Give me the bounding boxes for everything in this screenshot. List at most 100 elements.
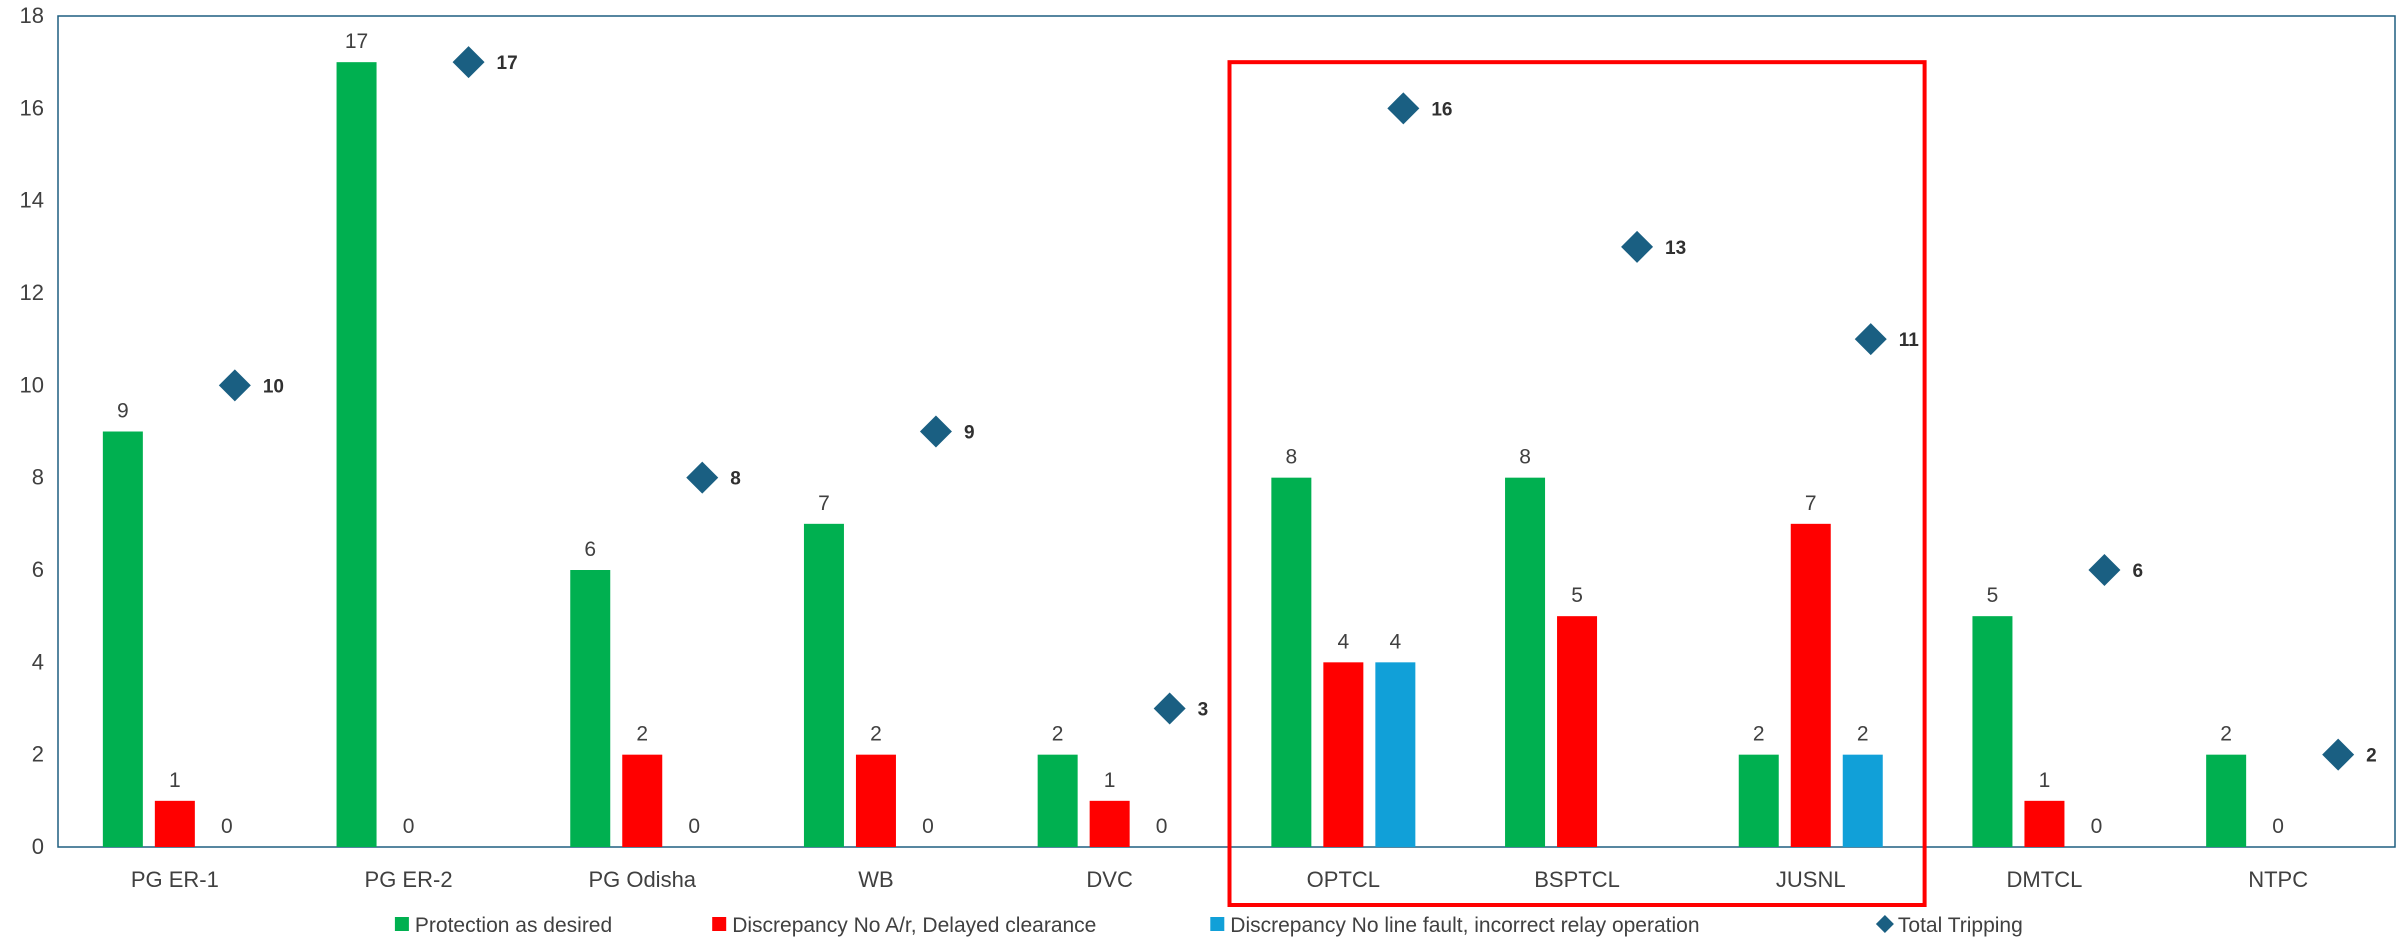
x-tick-label: NTPC — [2248, 867, 2308, 892]
data-label: 7 — [1805, 492, 1817, 515]
x-tick-label: BSPTCL — [1534, 867, 1620, 892]
total-tripping-label: 17 — [497, 53, 518, 74]
total-tripping-label: 11 — [1899, 330, 1920, 351]
total-tripping-marker — [452, 46, 485, 79]
bar — [1790, 523, 1831, 847]
data-label: 1 — [169, 769, 181, 792]
total-tripping-label: 3 — [1198, 700, 1209, 721]
total-tripping-marker — [2322, 738, 2355, 771]
total-tripping-label: 9 — [964, 423, 975, 444]
total-tripping-marker — [1621, 230, 1654, 263]
data-label: 9 — [117, 400, 129, 423]
data-label: 2 — [870, 723, 882, 746]
x-tick-label: DMTCL — [2007, 867, 2083, 892]
bar — [1323, 662, 1364, 847]
data-label: 0 — [221, 815, 233, 838]
legend-label: Discrepancy No A/r, Delayed clearance — [732, 914, 1096, 937]
total-tripping-label: 2 — [2366, 746, 2377, 767]
y-tick-label: 8 — [32, 465, 44, 490]
x-axis: PG ER-1 PG ER-2 PG Odisha WB DVC OPTCL BSPTCL J… — [131, 867, 2308, 892]
y-tick-label: 10 — [20, 372, 44, 397]
data-label: 2 — [1753, 723, 1765, 746]
y-axis: 0 2 4 6 8 10 12 14 16 18 — [20, 3, 44, 859]
data-label: 7 — [818, 492, 830, 515]
data-label: 2 — [1052, 723, 1064, 746]
bar — [2024, 800, 2065, 847]
legend-label: Total Tripping — [1898, 914, 2023, 937]
total-tripping-marker — [1153, 692, 1186, 725]
data-label: 2 — [636, 723, 648, 746]
data-label: 2 — [2220, 723, 2232, 746]
highlight-box — [1227, 60, 1927, 907]
total-tripping-label: 10 — [263, 376, 284, 397]
bar — [1738, 754, 1779, 847]
bar — [336, 62, 377, 847]
data-label: 4 — [1338, 630, 1350, 653]
data-label: 1 — [2039, 769, 2051, 792]
data-label: 0 — [403, 815, 415, 838]
data-label: 8 — [1519, 446, 1531, 469]
bar — [1842, 754, 1883, 847]
total-tripping-marker — [2088, 554, 2121, 586]
total-tripping-label: 8 — [730, 469, 741, 490]
data-label: 4 — [1390, 630, 1402, 653]
y-tick-label: 16 — [20, 95, 44, 120]
plot-area — [57, 15, 2396, 848]
legend-label: Discrepancy No line fault, incorrect rel… — [1230, 914, 1699, 937]
bar — [622, 754, 663, 847]
y-tick-label: 6 — [32, 557, 44, 582]
total-tripping-marker — [218, 369, 251, 402]
data-label: 0 — [2091, 815, 2103, 838]
data-label: 5 — [1571, 584, 1583, 607]
highlight-rectangle — [1227, 60, 1927, 907]
x-tick-label: PG Odisha — [588, 867, 696, 892]
data-label: 1 — [1104, 769, 1116, 792]
bar — [154, 800, 195, 847]
x-tick-label: JUSNL — [1776, 867, 1846, 892]
y-tick-label: 14 — [20, 188, 44, 213]
bar — [102, 431, 143, 847]
total-tripping-marker — [686, 461, 719, 494]
data-label: 8 — [1286, 446, 1298, 469]
data-label: 0 — [922, 815, 934, 838]
data-label: 0 — [1156, 815, 1168, 838]
data-label: 0 — [2272, 815, 2284, 838]
x-tick-label: PG ER-1 — [131, 867, 219, 892]
y-tick-label: 0 — [32, 834, 44, 859]
bar — [1557, 616, 1598, 847]
bar — [1505, 477, 1546, 847]
bar — [1375, 662, 1416, 847]
legend-swatch — [394, 917, 409, 931]
total-tripping-marker — [1854, 323, 1887, 356]
legend: Protection as desired Discrepancy No A/r,… — [394, 914, 2023, 937]
y-tick-label: 18 — [20, 3, 44, 28]
legend-swatch — [1875, 915, 1894, 933]
legend-swatch — [712, 917, 727, 931]
y-tick-label: 4 — [32, 649, 44, 674]
legend-label: Protection as desired — [415, 914, 612, 937]
legend-swatch — [1210, 917, 1225, 931]
total-tripping-markers: 10 17 8 9 3 16 13 11 6 2 — [218, 46, 2377, 771]
bar — [1972, 616, 2013, 847]
y-tick-label: 2 — [32, 742, 44, 767]
bar — [1037, 754, 1078, 847]
bar — [1271, 477, 1312, 847]
total-tripping-marker — [1387, 92, 1420, 125]
y-tick-label: 12 — [20, 280, 44, 305]
total-tripping-label: 13 — [1665, 238, 1686, 259]
data-label: 5 — [1987, 584, 1999, 607]
total-tripping-label: 16 — [1431, 99, 1452, 120]
x-tick-label: WB — [858, 867, 893, 892]
x-tick-label: PG ER-2 — [365, 867, 453, 892]
x-tick-label: OPTCL — [1307, 867, 1380, 892]
bar — [2206, 754, 2247, 847]
data-label: 6 — [584, 538, 596, 561]
x-tick-label: DVC — [1086, 867, 1133, 892]
plot-frame — [57, 15, 2396, 848]
data-label: 2 — [1857, 723, 1869, 746]
total-tripping-marker — [919, 415, 952, 448]
bar — [1089, 800, 1130, 847]
data-label: 17 — [345, 30, 368, 53]
